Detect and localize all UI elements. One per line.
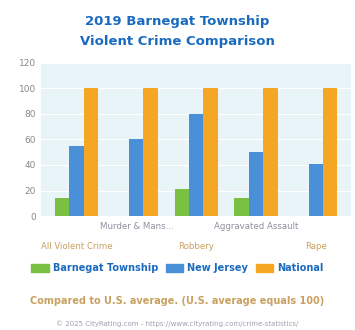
- Bar: [143, 88, 158, 216]
- Bar: [189, 114, 203, 216]
- Text: All Violent Crime: All Violent Crime: [41, 242, 112, 251]
- Text: Robbery: Robbery: [178, 242, 214, 251]
- Bar: [308, 164, 323, 216]
- Text: 2019 Barnegat Township: 2019 Barnegat Township: [85, 15, 270, 28]
- Text: Compared to U.S. average. (U.S. average equals 100): Compared to U.S. average. (U.S. average …: [31, 296, 324, 306]
- Text: Violent Crime Comparison: Violent Crime Comparison: [80, 35, 275, 48]
- Bar: [263, 88, 278, 216]
- Bar: [203, 88, 218, 216]
- Text: Murder & Mans...: Murder & Mans...: [99, 221, 173, 231]
- Text: Aggravated Assault: Aggravated Assault: [214, 221, 298, 231]
- Text: © 2025 CityRating.com - https://www.cityrating.com/crime-statistics/: © 2025 CityRating.com - https://www.city…: [56, 320, 299, 327]
- Bar: [129, 139, 143, 216]
- Bar: [55, 198, 69, 216]
- Bar: [234, 198, 249, 216]
- Text: Rape: Rape: [305, 242, 327, 251]
- Legend: Barnegat Township, New Jersey, National: Barnegat Township, New Jersey, National: [31, 263, 324, 273]
- Bar: [84, 88, 98, 216]
- Bar: [69, 146, 84, 216]
- Bar: [323, 88, 337, 216]
- Bar: [249, 152, 263, 216]
- Bar: [175, 189, 189, 216]
